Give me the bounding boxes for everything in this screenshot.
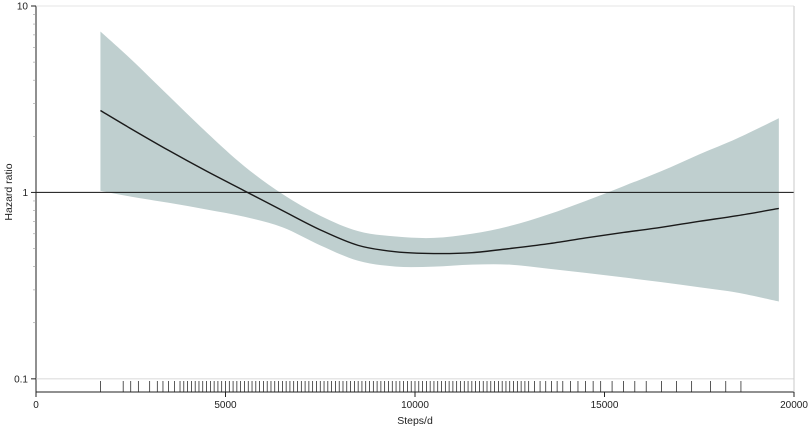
y-tick-label: 10 [17,2,29,13]
x-axis-title: Steps/d [397,415,433,427]
axes: 0 5000 10000 15000 20000 0.1 1 10 [14,2,808,412]
y-tick-label: 0.1 [14,374,28,385]
x-tick-label: 15000 [591,400,619,411]
estimate-line [100,109,779,255]
x-tick-label: 5000 [214,400,237,411]
x-tick-label: 20000 [780,400,808,411]
x-tick-label: 0 [33,400,39,411]
confidence-band [100,31,779,302]
y-tick-label: 1 [22,188,28,199]
x-tick-label: 10000 [401,400,429,411]
y-axis-title: Hazard ratio [3,163,15,220]
plot-area [36,31,794,392]
